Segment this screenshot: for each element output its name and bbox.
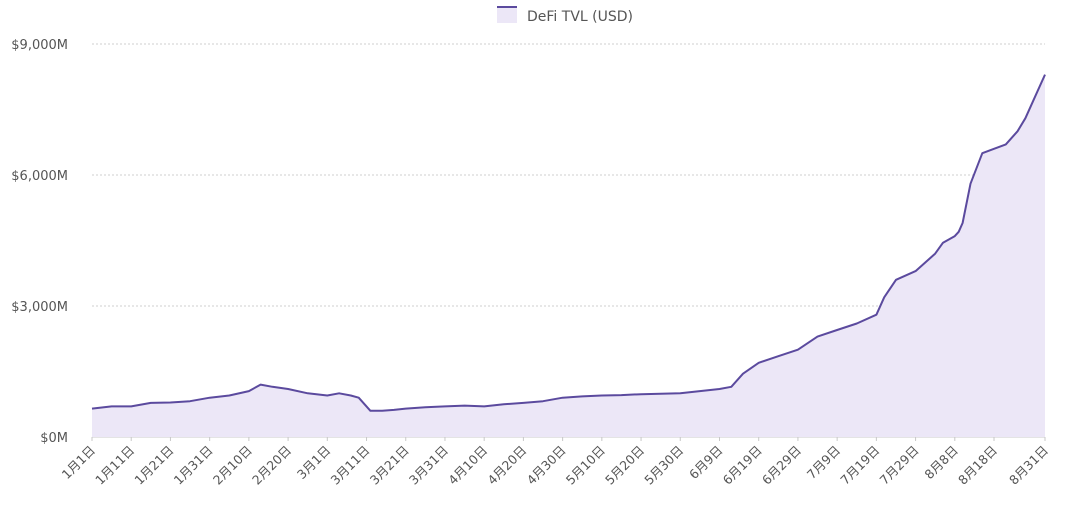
area-layer <box>91 74 1046 437</box>
y-axis-ticks: $0M $3,000M $6,000M $9,000M <box>11 38 68 446</box>
x-tick-label: 5月10日 <box>563 443 608 488</box>
x-tick-label: 1月21日 <box>131 443 176 488</box>
x-tick-label: 4月20日 <box>484 443 529 488</box>
x-tick-label: 3月11日 <box>327 443 372 488</box>
y-tick-label: $0M <box>40 431 68 446</box>
legend-swatch <box>497 7 517 23</box>
legend[interactable]: DeFi TVL (USD) <box>497 6 633 25</box>
series-area <box>92 74 1045 437</box>
x-tick-label: 2月20日 <box>249 443 294 488</box>
y-tick-label: $6,000M <box>11 169 68 184</box>
x-tick-label: 1月31日 <box>171 443 216 488</box>
x-tick-label: 4月30日 <box>524 443 569 488</box>
y-tick-label: $3,000M <box>11 300 68 315</box>
x-tick-label: 3月21日 <box>367 443 412 488</box>
x-tick-label: 5月20日 <box>602 443 647 488</box>
x-tick-label: 6月19日 <box>720 443 765 488</box>
legend-label: DeFi TVL (USD) <box>527 9 633 25</box>
x-tick-label: 5月30日 <box>641 443 686 488</box>
series-line <box>91 74 1046 412</box>
x-tick-label: 2月10日 <box>210 443 255 488</box>
x-tick-label: 7月29日 <box>877 443 922 488</box>
x-tick-label: 6月29日 <box>759 443 804 488</box>
x-tick-label: 8月18日 <box>955 443 1000 488</box>
x-tick-label: 3月31日 <box>406 443 451 488</box>
y-tick-label: $9,000M <box>11 38 68 53</box>
x-tick-label: 8月31日 <box>1006 443 1051 488</box>
x-tick-label: 7月19日 <box>837 443 882 488</box>
x-tick-label: 1月11日 <box>92 443 137 488</box>
x-tick-label: 4月10日 <box>445 443 490 488</box>
